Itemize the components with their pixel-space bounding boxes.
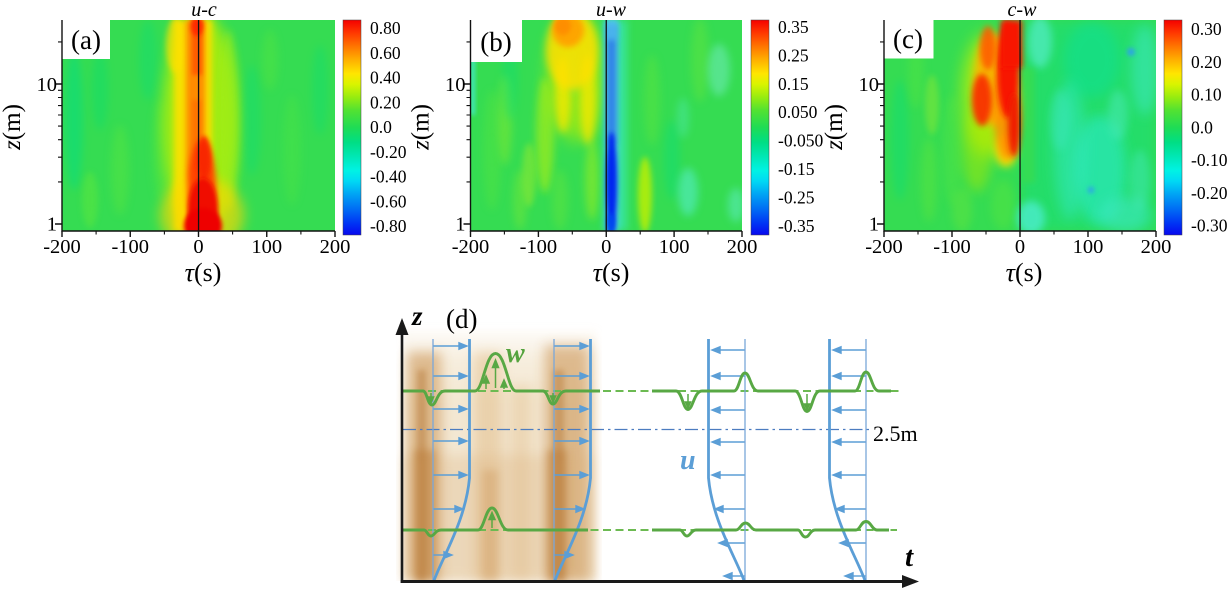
svg-text:0.050: 0.050 bbox=[778, 102, 818, 122]
svg-text:1: 1 bbox=[869, 214, 879, 236]
svg-text:0.35: 0.35 bbox=[778, 17, 809, 37]
svg-text:-0.60: -0.60 bbox=[370, 191, 407, 211]
svg-text:100: 100 bbox=[251, 236, 282, 258]
svg-text:-200: -200 bbox=[43, 236, 81, 258]
svg-text:u: u bbox=[680, 445, 696, 476]
svg-text:0: 0 bbox=[193, 236, 203, 258]
svg-text:1: 1 bbox=[455, 214, 465, 236]
svg-text:z(m): z(m) bbox=[0, 104, 26, 151]
svg-text:200: 200 bbox=[727, 236, 758, 258]
svg-text:100: 100 bbox=[1073, 236, 1104, 258]
svg-text:(b): (b) bbox=[480, 27, 511, 57]
svg-text:0: 0 bbox=[1015, 236, 1025, 258]
svg-text:0.40: 0.40 bbox=[370, 68, 401, 88]
svg-text:-0.40: -0.40 bbox=[370, 167, 407, 187]
svg-text:τ(s): τ(s) bbox=[1006, 258, 1043, 287]
svg-text:0.80: 0.80 bbox=[370, 18, 401, 38]
svg-text:0.10: 0.10 bbox=[1191, 85, 1222, 105]
svg-text:-0.10: -0.10 bbox=[1191, 150, 1228, 170]
svg-text:z: z bbox=[411, 301, 423, 331]
svg-text:0.15: 0.15 bbox=[778, 74, 809, 94]
svg-text:-200: -200 bbox=[452, 236, 490, 258]
svg-text:-0.050: -0.050 bbox=[778, 131, 823, 151]
svg-text:0.30: 0.30 bbox=[1191, 19, 1222, 39]
svg-text:-100: -100 bbox=[933, 236, 971, 258]
svg-text:10: 10 bbox=[445, 74, 466, 96]
svg-text:0.0: 0.0 bbox=[1191, 117, 1213, 137]
svg-text:200: 200 bbox=[320, 236, 351, 258]
svg-text:z(m): z(m) bbox=[821, 104, 848, 151]
svg-text:-0.20: -0.20 bbox=[370, 142, 407, 162]
svg-text:1: 1 bbox=[47, 214, 57, 236]
svg-text:0.20: 0.20 bbox=[1191, 52, 1222, 72]
svg-text:-100: -100 bbox=[111, 236, 149, 258]
svg-text:c-w: c-w bbox=[1008, 0, 1038, 21]
svg-text:2.5m: 2.5m bbox=[873, 421, 918, 446]
svg-text:-0.30: -0.30 bbox=[1191, 216, 1228, 236]
svg-text:-100: -100 bbox=[520, 236, 558, 258]
svg-text:10: 10 bbox=[859, 74, 880, 96]
svg-text:-0.35: -0.35 bbox=[778, 216, 815, 236]
svg-text:-0.80: -0.80 bbox=[370, 216, 407, 236]
svg-text:u-w: u-w bbox=[596, 0, 627, 21]
svg-text:0.60: 0.60 bbox=[370, 43, 401, 63]
svg-text:0: 0 bbox=[601, 236, 611, 258]
svg-text:-0.25: -0.25 bbox=[778, 187, 815, 207]
svg-text:-0.15: -0.15 bbox=[778, 159, 815, 179]
svg-text:(c): (c) bbox=[893, 24, 923, 54]
svg-text:z(m): z(m) bbox=[408, 104, 435, 151]
svg-text:0.20: 0.20 bbox=[370, 92, 401, 112]
svg-text:10: 10 bbox=[37, 74, 58, 96]
svg-text:-200: -200 bbox=[865, 236, 903, 258]
svg-text:0.25: 0.25 bbox=[778, 45, 809, 65]
svg-text:0.0: 0.0 bbox=[370, 117, 392, 137]
svg-text:(a): (a) bbox=[71, 25, 101, 55]
svg-text:u-c: u-c bbox=[191, 0, 217, 21]
svg-text:(d): (d) bbox=[446, 304, 477, 334]
svg-text:w: w bbox=[506, 338, 525, 369]
svg-text:-0.20: -0.20 bbox=[1191, 183, 1228, 203]
svg-text:τ(s): τ(s) bbox=[185, 258, 222, 287]
svg-text:200: 200 bbox=[1141, 236, 1172, 258]
svg-text:100: 100 bbox=[659, 236, 690, 258]
svg-text:t: t bbox=[905, 541, 914, 573]
svg-text:τ(s): τ(s) bbox=[593, 258, 630, 287]
